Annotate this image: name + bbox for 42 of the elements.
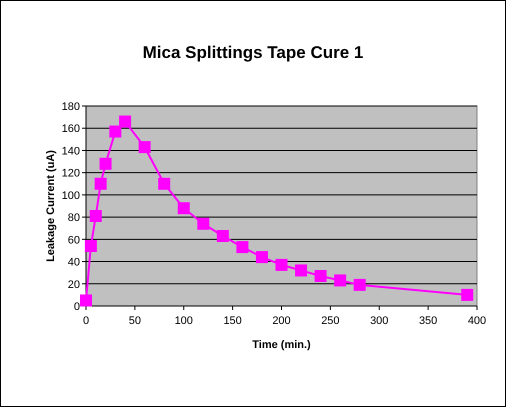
x-tick-label: 50 xyxy=(128,315,141,327)
x-tick-label: 200 xyxy=(272,315,291,327)
y-axis-title: Leakage Current (uA) xyxy=(45,150,57,262)
point xyxy=(90,210,102,222)
point xyxy=(276,258,288,271)
y-tick-label: 140 xyxy=(62,145,80,158)
x-tick-label: 250 xyxy=(321,315,340,327)
point xyxy=(158,178,170,190)
y-tick-label: 180 xyxy=(62,101,80,113)
y-tick-label: 100 xyxy=(62,190,80,202)
y-tick-label: 0 xyxy=(74,301,80,313)
y-tick-label: 160 xyxy=(62,123,80,136)
point xyxy=(100,158,112,170)
x-tick-label: 350 xyxy=(418,315,438,327)
x-tick-label: 300 xyxy=(370,315,388,327)
x-tick-label: 100 xyxy=(174,315,193,327)
x-axis-title: Time (min.) xyxy=(252,339,312,351)
point xyxy=(236,241,248,254)
y-tick-label: 60 xyxy=(68,234,80,246)
point xyxy=(84,240,97,252)
x-tick-label: 400 xyxy=(468,315,486,327)
point xyxy=(295,264,308,276)
point xyxy=(94,178,107,190)
y-tick-label: 20 xyxy=(68,278,80,291)
point xyxy=(354,278,366,291)
point xyxy=(256,251,268,264)
x-tick-label: 0 xyxy=(82,315,90,327)
point xyxy=(461,288,474,301)
point xyxy=(178,202,190,214)
point xyxy=(314,270,327,282)
point xyxy=(216,230,229,242)
point xyxy=(138,141,151,154)
y-tick-label: 80 xyxy=(68,212,80,224)
chart-title: Mica Splittings Tape Cure 1 xyxy=(142,43,364,62)
point xyxy=(119,116,132,128)
point xyxy=(109,126,122,138)
x-tick-label: 150 xyxy=(223,315,242,327)
y-tick-label: 40 xyxy=(68,256,80,269)
point xyxy=(334,274,346,286)
point xyxy=(80,294,92,306)
point xyxy=(197,218,210,230)
y-tick-label: 120 xyxy=(62,168,80,180)
